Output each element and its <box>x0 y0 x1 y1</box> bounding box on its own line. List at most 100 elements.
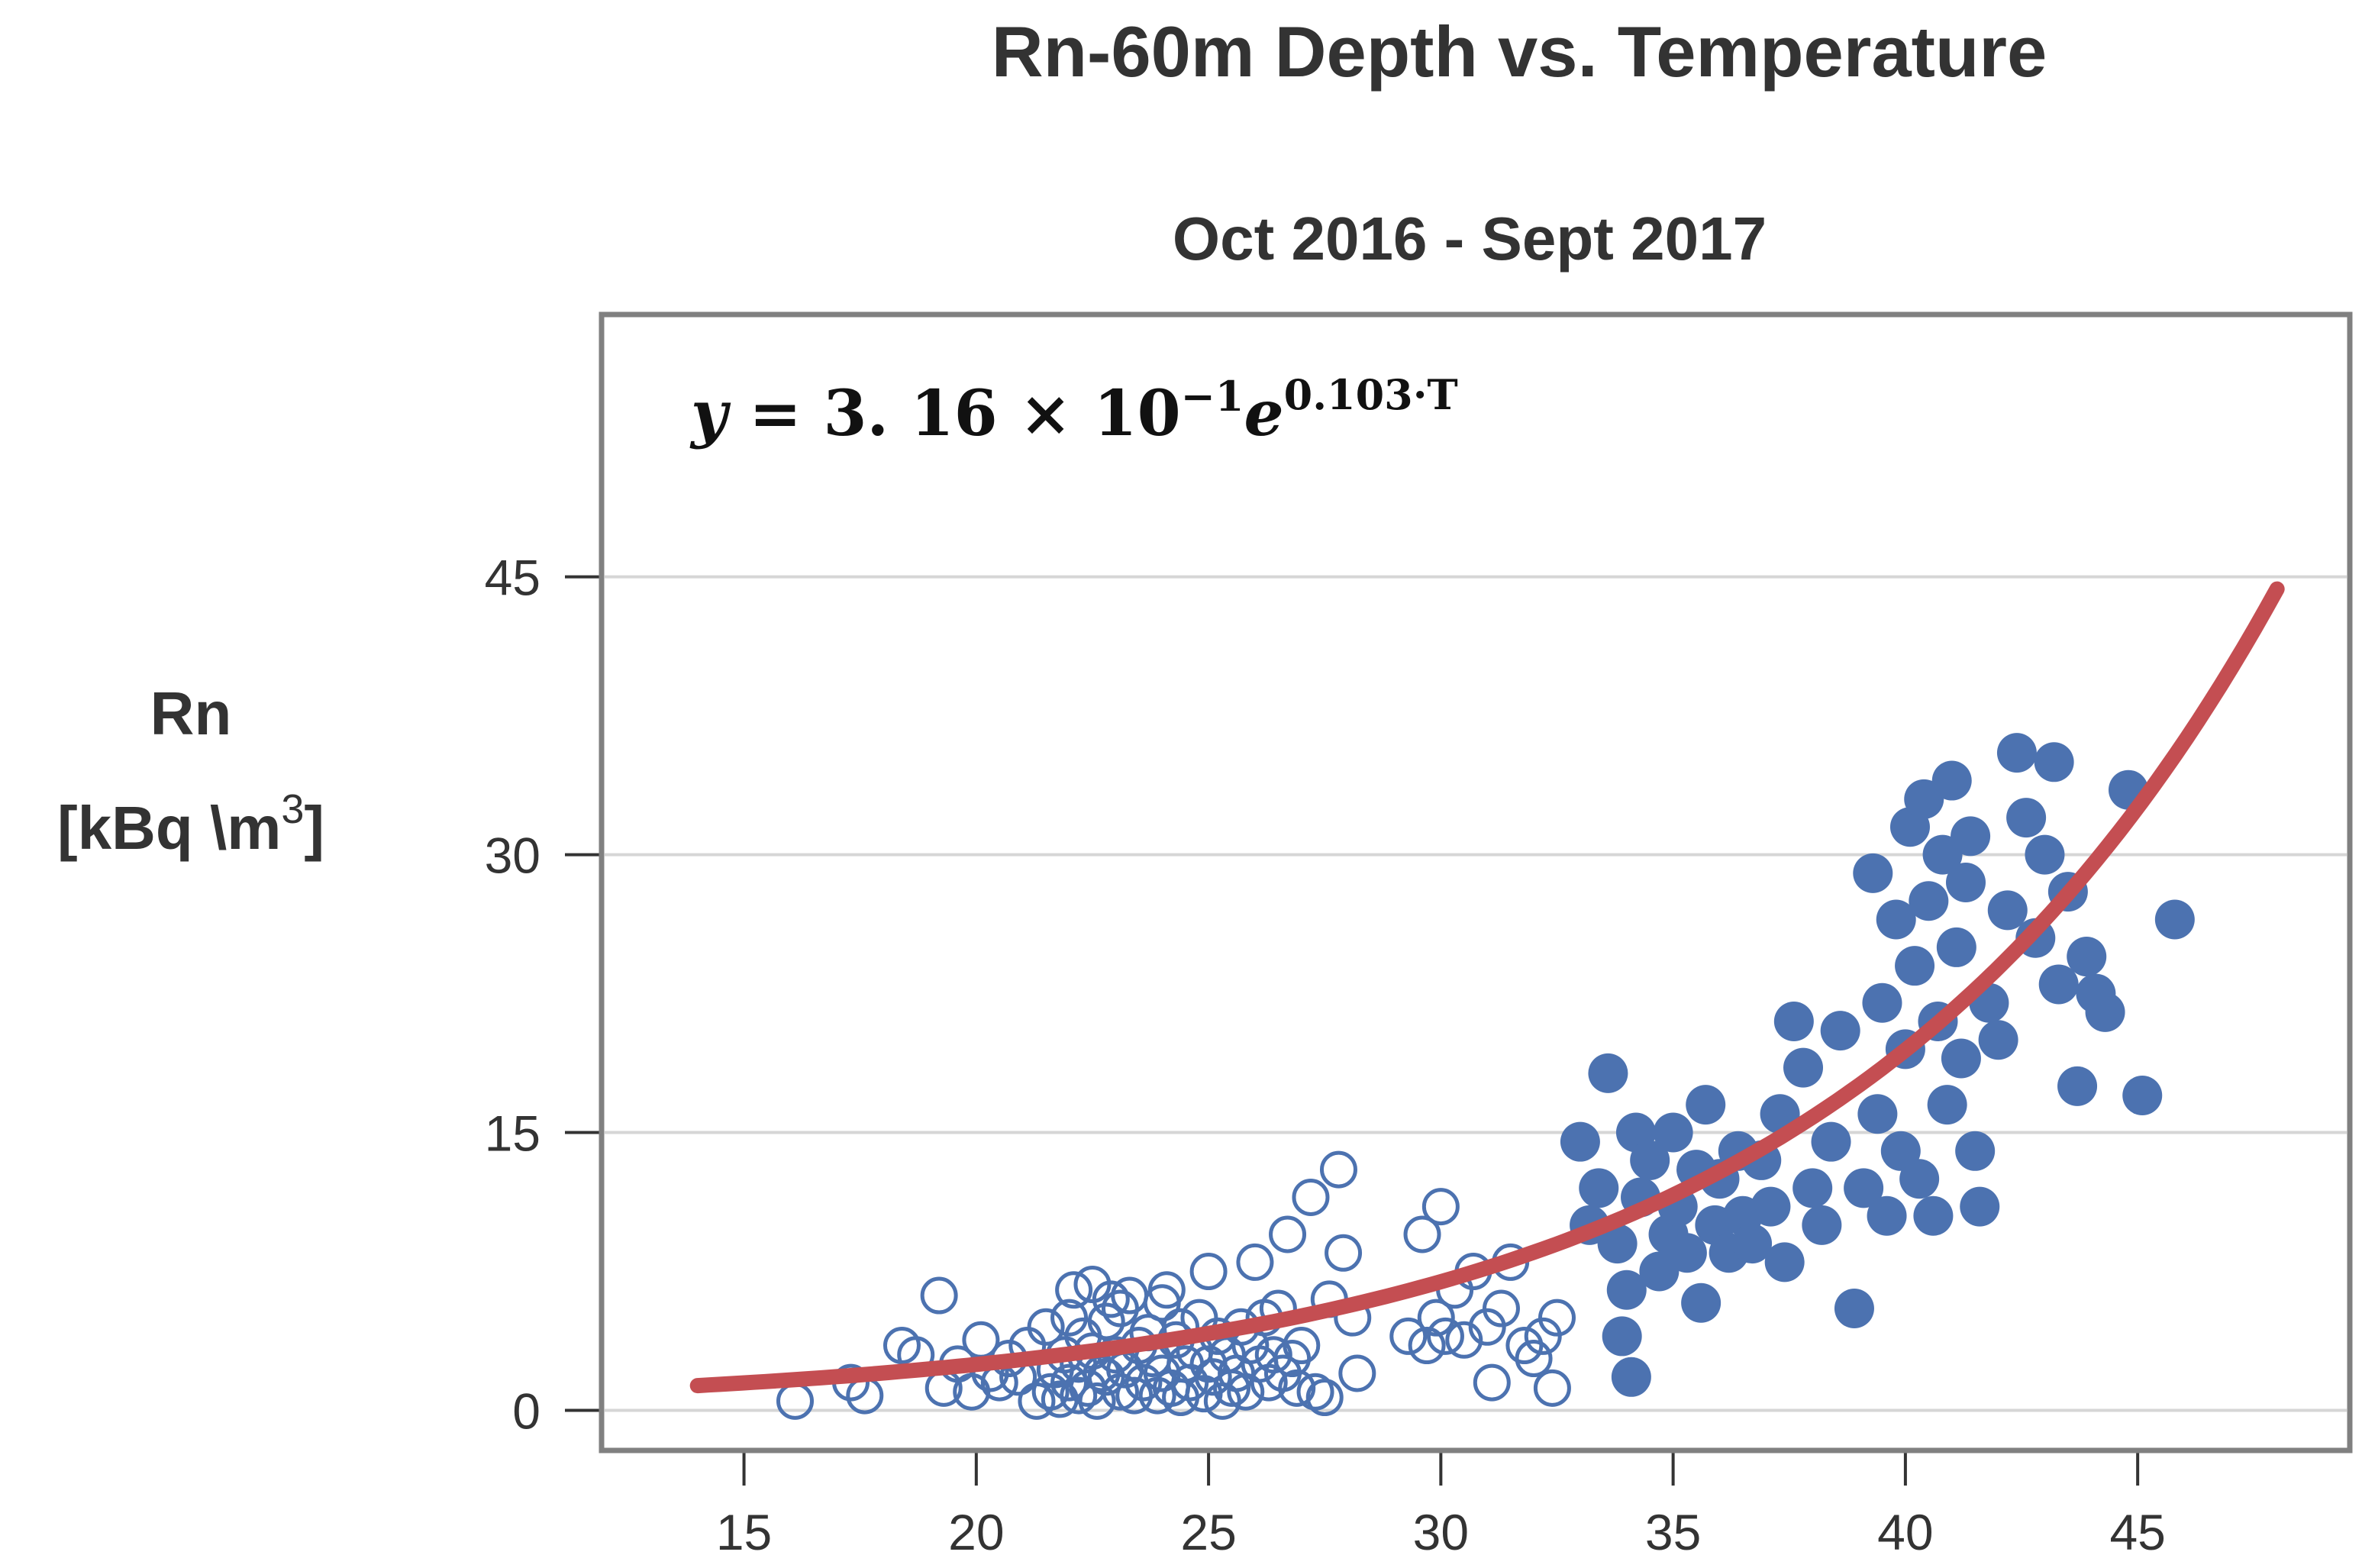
x-tick-label: 30 <box>1413 1504 1469 1560</box>
filled-data-point <box>1987 890 2028 931</box>
equation-exp10: −1 <box>1181 372 1244 421</box>
open-data-point <box>1524 1317 1562 1355</box>
open-data-point <box>1319 1150 1357 1189</box>
open-data-point <box>1533 1369 1571 1407</box>
open-data-point <box>1482 1289 1520 1328</box>
filled-data-point <box>1899 1159 1940 1199</box>
open-data-point <box>1189 1253 1228 1291</box>
open-data-point <box>1408 1327 1446 1365</box>
filled-data-point <box>1606 1270 1647 1310</box>
x-tick-label: 20 <box>948 1504 1004 1560</box>
filled-data-point <box>2038 964 2079 1005</box>
open-data-point <box>1092 1280 1130 1318</box>
y-axis: 0 15 30 45 <box>485 550 602 1439</box>
y-tick-label: 30 <box>485 828 540 884</box>
open-data-point <box>1338 1354 1376 1392</box>
filled-points-series <box>1560 733 2195 1397</box>
filled-data-point <box>1667 1233 1707 1273</box>
y-tick-label: 45 <box>485 550 540 606</box>
open-data-point <box>1101 1373 1139 1411</box>
equation-lhs: y <box>689 377 731 450</box>
open-data-point <box>1426 1317 1464 1355</box>
filled-data-point <box>1630 1140 1670 1180</box>
open-data-point <box>1125 1363 1163 1402</box>
grid-lines <box>605 575 2347 1412</box>
filled-data-point <box>1820 1011 1860 1051</box>
filled-data-point <box>1857 1094 1898 1134</box>
filled-data-point <box>2006 798 2047 838</box>
filled-data-point <box>1686 1085 1726 1125</box>
open-data-point <box>1421 1188 1460 1226</box>
fit-curve <box>689 581 2285 1394</box>
filled-data-point <box>1681 1282 1721 1323</box>
open-data-point <box>1060 1376 1098 1415</box>
filled-data-point <box>1867 1195 1907 1236</box>
filled-data-point <box>1773 1001 1814 1041</box>
filled-data-point <box>1597 1224 1638 1264</box>
y-tick-label: 15 <box>485 1105 540 1162</box>
filled-data-point <box>2067 937 2107 977</box>
filled-data-point <box>1844 1168 1884 1208</box>
equation-coefficient: 3. 16 <box>823 377 997 450</box>
filled-data-point <box>1996 733 2037 773</box>
x-tick-label: 25 <box>1180 1504 1236 1560</box>
filled-data-point <box>1941 1038 1981 1079</box>
filled-data-point <box>1862 982 1902 1023</box>
y-axis-label-unit-end: ] <box>304 794 324 862</box>
open-data-point <box>1269 1215 1307 1253</box>
filled-data-point <box>1560 1121 1600 1162</box>
x-tick-label: 15 <box>716 1504 772 1560</box>
open-data-point <box>1055 1271 1093 1309</box>
filled-data-point <box>1751 1186 1791 1227</box>
filled-data-point <box>1960 1186 2000 1227</box>
filled-data-point <box>1946 863 1986 902</box>
equation-exponent: 0.103·T <box>1284 370 1458 419</box>
filled-data-point <box>1955 1131 1996 1171</box>
open-data-point <box>1325 1234 1363 1272</box>
open-data-point <box>1050 1299 1089 1337</box>
filled-data-point <box>1904 779 1944 819</box>
open-data-point <box>1283 1327 1321 1365</box>
filled-data-point <box>1811 1121 1851 1162</box>
filled-data-point <box>1588 1053 1628 1093</box>
open-data-point <box>1236 1243 1274 1281</box>
open-data-point <box>1538 1299 1576 1337</box>
filled-data-point <box>1732 1224 1773 1264</box>
open-data-point <box>1389 1317 1428 1355</box>
open-data-point <box>1254 1336 1292 1374</box>
filled-data-point <box>1579 1168 1619 1208</box>
filled-data-point <box>1927 1085 1967 1125</box>
open-data-point <box>1403 1215 1441 1253</box>
open-data-point <box>1078 1382 1116 1420</box>
open-data-point <box>1515 1340 1553 1378</box>
open-data-point <box>1417 1299 1455 1337</box>
filled-data-point <box>1611 1357 1651 1397</box>
filled-data-point <box>1639 1251 1680 1292</box>
filled-data-point <box>1792 1168 1833 1208</box>
open-data-point <box>846 1376 884 1415</box>
equation-base: e <box>1244 377 1283 450</box>
filled-data-point <box>1783 1047 1824 1088</box>
x-axis: 15 20 25 30 35 40 45 <box>716 1450 2166 1560</box>
open-data-point <box>1468 1308 1506 1346</box>
open-data-point <box>776 1382 814 1420</box>
open-data-point <box>1213 1369 1251 1407</box>
open-data-point <box>1087 1302 1125 1341</box>
filled-data-point <box>2085 992 2125 1032</box>
equation-equals: = <box>728 377 824 450</box>
filled-data-point <box>1876 899 1916 940</box>
y-axis-label-unit: [kBq \m <box>57 794 281 862</box>
filled-data-point <box>1602 1316 1642 1357</box>
y-axis-label-line1: Rn <box>150 679 232 747</box>
filled-data-point <box>2122 1076 2163 1116</box>
x-tick-label: 45 <box>2109 1504 2165 1560</box>
open-data-point <box>1031 1373 1070 1411</box>
x-tick-label: 35 <box>1645 1504 1701 1560</box>
filled-data-point <box>2025 834 2065 875</box>
filled-data-point <box>1802 1205 1842 1245</box>
filled-data-point <box>1834 1289 1874 1329</box>
filled-data-point <box>1931 760 1972 801</box>
filled-data-point <box>2034 742 2074 782</box>
y-tick-label: 0 <box>512 1382 540 1439</box>
